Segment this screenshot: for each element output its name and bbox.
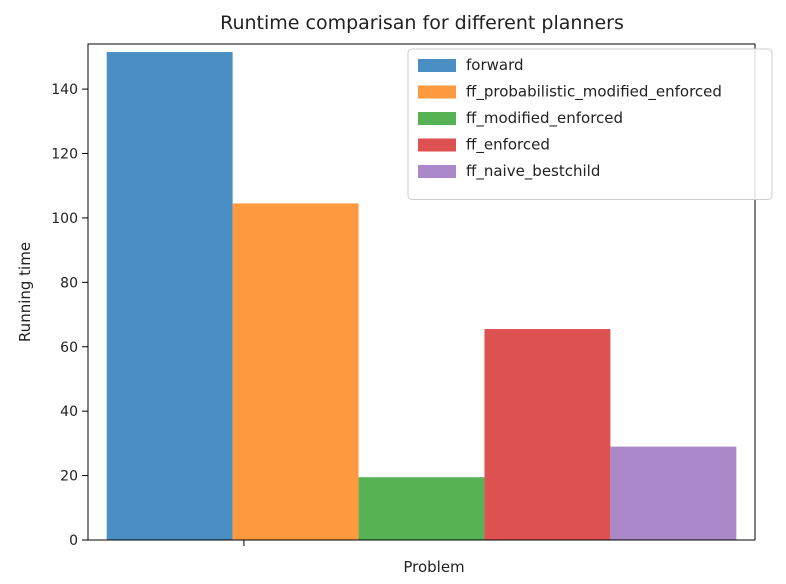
y-tick-label: 100 bbox=[51, 211, 78, 227]
legend-swatch bbox=[418, 59, 456, 72]
legend-swatch bbox=[418, 138, 456, 152]
y-tick-label: 140 bbox=[51, 82, 78, 98]
legend-label: forward bbox=[466, 56, 524, 74]
legend-label: ff_probabilistic_modified_enforced bbox=[466, 83, 722, 102]
bar-ff-probabilistic-modified-enforced bbox=[232, 203, 359, 540]
y-axis-label: Running time bbox=[16, 242, 34, 342]
legend-label: ff_enforced bbox=[466, 136, 550, 155]
chart-title: Runtime comparisan for different planner… bbox=[220, 12, 624, 34]
y-tick-label: 80 bbox=[60, 275, 78, 291]
y-tick-label: 120 bbox=[51, 147, 78, 163]
legend-label: ff_modified_enforced bbox=[466, 109, 623, 128]
legend-swatch bbox=[418, 85, 456, 99]
y-tick-label: 40 bbox=[60, 404, 78, 420]
bar-ff-enforced bbox=[484, 329, 611, 540]
y-tick-label: 20 bbox=[60, 469, 78, 485]
bar-ff-modified-enforced bbox=[358, 477, 485, 540]
y-tick-label: 0 bbox=[69, 533, 78, 549]
legend-swatch bbox=[418, 112, 456, 125]
legend: forward ff_probabilistic_modified_enforce… bbox=[407, 48, 773, 200]
x-axis-label: Problem bbox=[403, 558, 464, 576]
bar-ff-naive-bestchild bbox=[610, 446, 737, 540]
legend-label: ff_naive_bestchild bbox=[466, 162, 600, 181]
bars-group bbox=[106, 52, 737, 541]
bar-forward bbox=[106, 52, 233, 541]
legend-swatch bbox=[418, 165, 456, 178]
y-tick-label: 60 bbox=[60, 340, 78, 356]
y-axis-ticks: 0 20 40 60 80 100 120 140 bbox=[51, 82, 88, 549]
plot-frame bbox=[87, 43, 756, 541]
legend-box bbox=[407, 48, 773, 200]
